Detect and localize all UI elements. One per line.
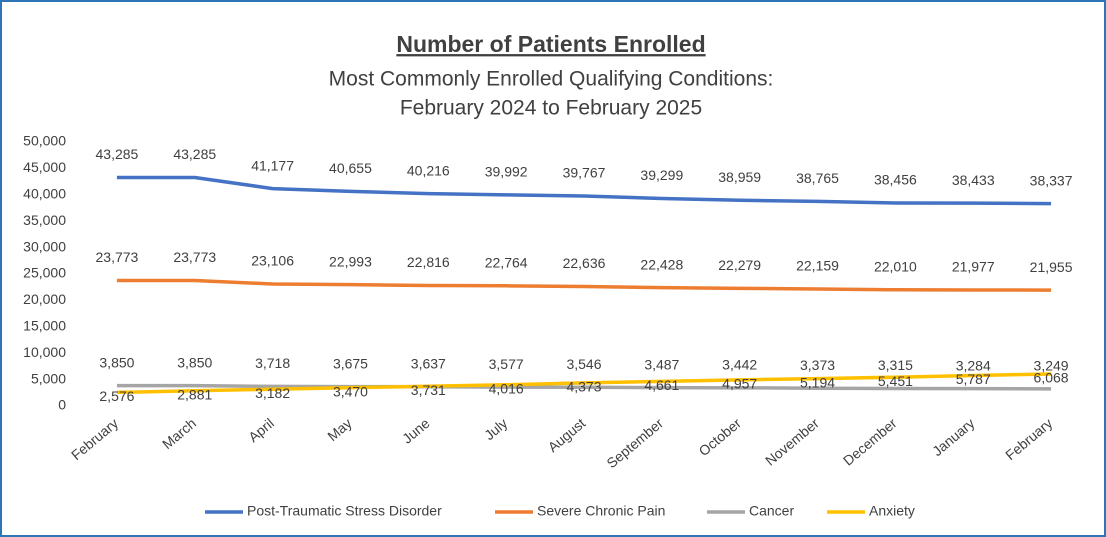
- data-label: 3,577: [489, 356, 524, 372]
- data-label: 4,373: [566, 379, 601, 395]
- data-label: 3,850: [99, 354, 134, 370]
- data-label: 3,546: [566, 356, 601, 372]
- data-label: 2,576: [99, 388, 134, 404]
- data-label: 38,765: [796, 170, 839, 186]
- chart-subtitle: February 2024 to February 2025: [400, 97, 702, 120]
- data-label: 3,850: [177, 354, 212, 370]
- legend-label: Post-Traumatic Stress Disorder: [247, 503, 442, 519]
- data-label: 40,655: [329, 160, 372, 176]
- data-label: 3,442: [722, 357, 757, 373]
- data-label: 6,068: [1034, 370, 1069, 386]
- data-label: 3,470: [333, 383, 368, 399]
- data-label: 22,993: [329, 253, 372, 269]
- y-tick-label: 45,000: [23, 159, 66, 175]
- series-line: [116, 175, 1052, 206]
- data-label: 22,816: [407, 254, 450, 270]
- series-line: [116, 372, 1052, 395]
- y-tick-label: 10,000: [23, 344, 66, 360]
- data-label: 3,284: [956, 357, 991, 373]
- data-label: 22,636: [563, 255, 606, 271]
- y-tick-label: 40,000: [23, 186, 66, 202]
- data-label: 3,373: [800, 357, 835, 373]
- data-label: 3,675: [333, 355, 368, 371]
- data-label: 23,773: [173, 249, 216, 265]
- data-label: 22,428: [640, 256, 683, 272]
- y-tick-label: 50,000: [23, 133, 66, 149]
- data-label: 41,177: [251, 157, 294, 173]
- data-label: 39,767: [563, 165, 606, 181]
- data-label: 43,285: [173, 146, 216, 162]
- data-label: 38,959: [718, 169, 761, 185]
- data-label: 3,637: [411, 355, 446, 371]
- chart-subtitle: Most Commonly Enrolled Qualifying Condit…: [329, 68, 774, 91]
- data-label: 3,249: [1034, 358, 1069, 374]
- y-tick-label: 0: [58, 397, 66, 413]
- data-label: 4,016: [489, 380, 524, 396]
- chart-title: Number of Patients Enrolled: [396, 31, 705, 57]
- data-label: 2,881: [177, 386, 212, 402]
- data-label: 5,787: [956, 371, 991, 387]
- data-label: 39,299: [640, 167, 683, 183]
- data-label: 22,279: [718, 257, 761, 273]
- data-label: 38,456: [874, 172, 917, 188]
- y-tick-label: 15,000: [23, 318, 66, 334]
- data-label: 23,773: [96, 249, 139, 265]
- y-tick-label: 25,000: [23, 265, 66, 281]
- data-label: 3,731: [411, 382, 446, 398]
- series-line: [116, 383, 1052, 391]
- data-label: 21,977: [952, 259, 995, 275]
- data-label: 21,955: [1030, 259, 1073, 275]
- data-label: 38,433: [952, 172, 995, 188]
- data-label: 3,718: [255, 355, 290, 371]
- data-label: 3,315: [878, 357, 913, 373]
- data-label: 5,451: [878, 373, 913, 389]
- data-label: 5,194: [800, 374, 835, 390]
- data-label: 3,487: [644, 356, 679, 372]
- data-label: 3,182: [255, 385, 290, 401]
- legend-label: Anxiety: [869, 503, 915, 519]
- legend-label: Cancer: [749, 503, 794, 519]
- data-label: 22,159: [796, 258, 839, 274]
- y-tick-label: 20,000: [23, 291, 66, 307]
- data-label: 39,992: [485, 164, 528, 180]
- data-label: 4,957: [722, 376, 757, 392]
- y-tick-label: 5,000: [31, 370, 66, 386]
- data-label: 43,285: [96, 146, 139, 162]
- series-line: [116, 278, 1052, 292]
- data-label: 23,106: [251, 253, 294, 269]
- data-label: 22,764: [485, 255, 528, 271]
- y-tick-label: 30,000: [23, 238, 66, 254]
- legend-label: Severe Chronic Pain: [537, 503, 665, 519]
- data-label: 4,661: [644, 377, 679, 393]
- data-label: 38,337: [1030, 172, 1073, 188]
- data-label: 22,010: [874, 258, 917, 274]
- data-label: 40,216: [407, 162, 450, 178]
- y-tick-label: 35,000: [23, 212, 66, 228]
